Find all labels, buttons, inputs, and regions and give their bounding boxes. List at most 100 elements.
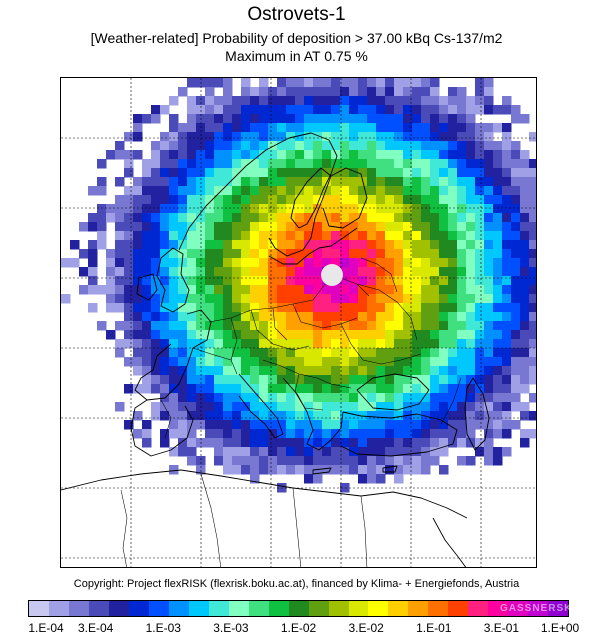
grid-cell [232,312,242,322]
grid-cell [358,456,368,466]
grid-cell [376,231,386,241]
grid-cell [133,177,143,187]
grid-cell [142,240,152,250]
grid-cell [349,195,359,205]
grid-cell [349,168,359,178]
grid-cell [313,150,323,160]
grid-cell [250,456,260,466]
grid-cell [241,348,251,358]
grid-cell [502,132,512,142]
grid-cell [223,357,233,367]
grid-cell [484,276,494,286]
grid-cell [313,438,323,448]
grid-cell [466,141,476,151]
grid-cell [241,186,251,196]
grid-cell [106,303,116,313]
grid-cell [133,132,143,142]
grid-cell [376,465,386,475]
grid-cell [484,213,494,223]
grid-cell [259,114,269,124]
grid-cell [313,375,323,385]
grid-cell [286,321,296,331]
grid-cell [349,339,359,349]
grid-cell [376,393,386,403]
grid-cell [430,150,440,160]
grid-cell [142,384,152,394]
legend-swatch [248,601,269,616]
grid-cell [322,366,332,376]
grid-cell [466,258,476,268]
grid-cell [187,105,197,115]
grid-cell [331,393,341,403]
grid-cell [151,285,161,295]
grid-cell [367,330,377,340]
grid-cell [511,312,521,322]
grid-cell [169,177,179,187]
grid-cell [97,222,107,232]
grid-cell [277,204,287,214]
grid-cell [520,159,530,169]
grid-cell [196,132,206,142]
grid-cell [520,204,530,214]
legend-swatch [29,601,49,616]
grid-cell [412,222,422,232]
grid-cell [286,132,296,142]
grid-cell [430,294,440,304]
grid-cell [169,393,179,403]
grid-cell [394,303,404,313]
grid-cell [304,429,314,439]
grid-cell [250,312,260,322]
grid-cell [304,258,314,268]
grid-cell [214,402,224,412]
grid-cell [223,276,233,286]
grid-cell [457,258,467,268]
grid-cell [295,330,305,340]
grid-cell [484,222,494,232]
grid-cell [259,303,269,313]
grid-cell [151,276,161,286]
grid-cell [268,438,278,448]
grid-cell [448,204,458,214]
grid-cell [277,303,287,313]
grid-cell [466,312,476,322]
grid-cell [79,285,89,295]
grid-cell [448,123,458,133]
grid-cell [484,294,494,304]
grid-cell [232,438,242,448]
grid-cell [529,294,536,304]
grid-cell [196,141,206,151]
grid-cell [358,357,368,367]
legend-tick-label: 1.E-02 [280,621,317,635]
grid-cell [385,150,395,160]
grid-cell [376,123,386,133]
grid-cell [385,177,395,187]
grid-cell [178,312,188,322]
grid-cell [367,96,377,106]
grid-cell [529,375,536,385]
grid-cell [475,87,485,97]
grid-cell [457,195,467,205]
grid-cell [376,411,386,421]
grid-cell [259,357,269,367]
grid-cell [394,132,404,142]
grid-cell [421,294,431,304]
grid-cell [178,141,188,151]
grid-cell [223,204,233,214]
grid-cell [421,321,431,331]
grid-cell [133,231,143,241]
grid-cell [169,159,179,169]
grid-cell [223,411,233,421]
grid-cell [313,294,323,304]
grid-cell [367,231,377,241]
grid-cell [331,231,341,241]
grid-cell [106,330,116,340]
grid-cell [295,303,305,313]
grid-cell [457,294,467,304]
grid-cell [430,249,440,259]
grid-cell [385,276,395,286]
grid-cell [493,258,503,268]
grid-cell [466,222,476,232]
legend-swatch [268,601,289,616]
grid-cell [214,429,224,439]
grid-cell [304,159,314,169]
